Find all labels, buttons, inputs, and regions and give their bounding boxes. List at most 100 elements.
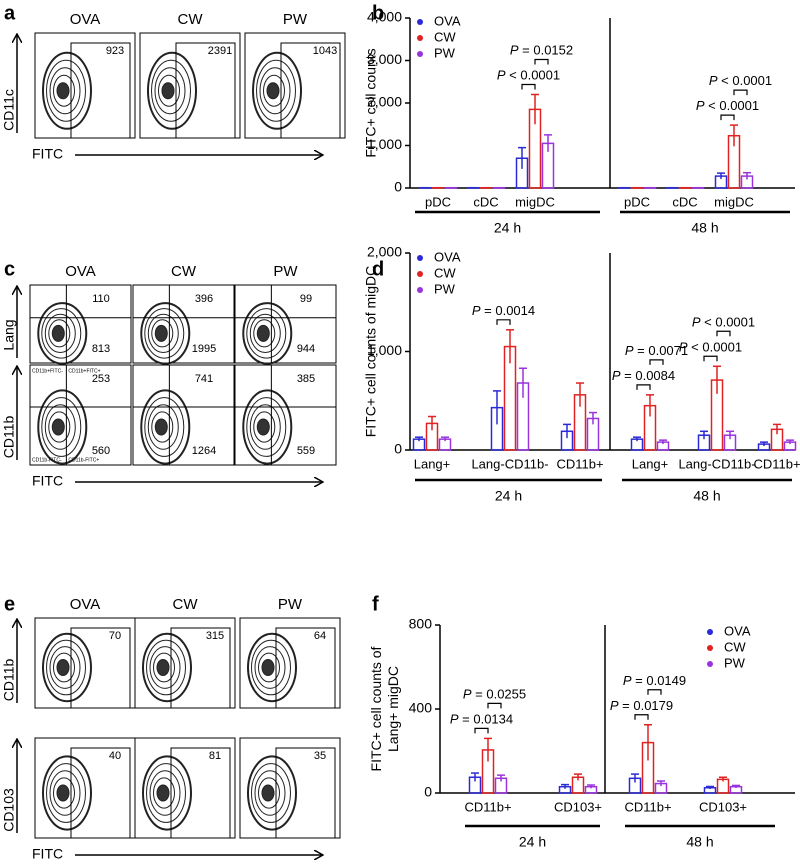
legend-marker (707, 645, 713, 651)
x-tick-label: migDC (714, 194, 754, 209)
panel-letter: a (4, 2, 16, 24)
gate-count: 396 (195, 293, 213, 305)
error-bar (561, 783, 569, 789)
flow-plot: 253 560 CD11b+FITC- CD11b+FITC+ CD11b-FITC- C… (29, 364, 132, 466)
gate-count: 944 (297, 343, 315, 355)
error-bar (415, 436, 423, 442)
p-rest: = 0.0255 (472, 687, 527, 702)
error-bar (631, 773, 639, 783)
p-value: P = 0.0014 (472, 303, 535, 318)
gate-count: 315 (206, 630, 224, 642)
contour (242, 302, 293, 365)
flow-plot: 110 813 (29, 284, 132, 365)
legend-marker (417, 19, 423, 25)
flow-plot: 64 (239, 617, 341, 709)
error-bar (576, 382, 584, 407)
p-value: P < 0.0001 (709, 74, 772, 89)
contour (151, 319, 174, 348)
gate-count: 70 (109, 630, 121, 642)
p-value: P < 0.0001 (692, 315, 755, 330)
contour (247, 755, 297, 831)
contour (49, 67, 81, 115)
p-symbol: P (679, 340, 688, 355)
significance-bracket (720, 114, 735, 121)
p-rest: = 0.0014 (481, 303, 536, 318)
p-value: P = 0.0149 (623, 673, 686, 688)
column-label: OVA (70, 11, 101, 28)
gate-count: 923 (106, 45, 124, 57)
p-value: P < 0.0001 (679, 340, 742, 355)
contour (147, 404, 179, 450)
contour (154, 67, 186, 115)
error-bar (484, 737, 492, 762)
flow-plot: 385 559 (234, 364, 337, 466)
x-tick-label: CD103+ (554, 799, 602, 814)
error-bar (518, 146, 526, 169)
contour (48, 411, 71, 443)
contour (41, 397, 82, 457)
error-bar (471, 772, 479, 782)
contour (242, 389, 293, 465)
gate (170, 627, 231, 709)
flow-plot: 70 (34, 617, 136, 709)
legend-marker (417, 271, 423, 277)
error-bar (730, 124, 738, 147)
gate-count: 110 (92, 293, 110, 305)
p-rest: < 0.0001 (701, 315, 756, 330)
significance-bracket (634, 714, 649, 720)
contour (258, 777, 280, 809)
significance-bracket (647, 689, 662, 695)
y-axis-label: FITC+ cell counts of migDC (363, 266, 379, 438)
x-tick-label: cDC (672, 194, 697, 209)
p-value: P = 0.0152 (510, 43, 573, 58)
error-bar (732, 784, 740, 788)
column-label: PW (273, 263, 298, 280)
p-rest: = 0.0071 (634, 343, 689, 358)
y-tick-label: 0 (394, 441, 402, 457)
column-label: OVA (65, 263, 96, 280)
plot-frame (234, 364, 337, 466)
contour (46, 763, 86, 823)
error-bar (519, 367, 527, 398)
contour (153, 652, 175, 683)
contour (41, 308, 82, 359)
y-tick-label: 400 (409, 700, 433, 716)
x-tick-label: Lang+ (632, 456, 669, 471)
error-bar (563, 423, 571, 439)
gate (175, 42, 236, 139)
error-bar (644, 724, 652, 761)
gate (275, 627, 336, 709)
flow-plot: 315 (134, 617, 236, 709)
contour (153, 777, 175, 809)
gate (275, 747, 336, 839)
p-symbol: P (472, 303, 481, 318)
gate-count: 741 (195, 373, 213, 385)
x-tick-label: Lang-CD11b- (678, 456, 755, 471)
contour (46, 639, 86, 696)
legend-label: CW (434, 265, 456, 280)
contour (253, 319, 276, 348)
significance-bracket (716, 330, 731, 337)
error-bar (589, 411, 597, 425)
x-tick-label: CD11b+ (464, 799, 511, 814)
p-rest: = 0.0152 (519, 43, 574, 58)
contour (49, 770, 81, 816)
p-value: P = 0.0134 (450, 712, 513, 727)
y-marker-label: Lang (1, 319, 17, 350)
p-value: P = 0.0179 (610, 698, 673, 713)
flow-plot: 1043 (244, 32, 346, 139)
contour (140, 302, 191, 365)
column-label: PW (278, 596, 303, 613)
y-axis-label: FITC+ cell counts of (368, 646, 384, 771)
p-symbol: P (696, 99, 705, 114)
contour (37, 302, 88, 365)
gate-count: 1043 (313, 45, 337, 57)
x-marker-label: FITC (32, 846, 63, 862)
x-tick-label: cDC (473, 194, 498, 209)
error-bar (717, 172, 725, 180)
legend-marker (417, 51, 423, 57)
p-rest: < 0.0001 (506, 68, 561, 83)
legend-marker (417, 255, 423, 261)
column-label: CW (171, 263, 197, 280)
